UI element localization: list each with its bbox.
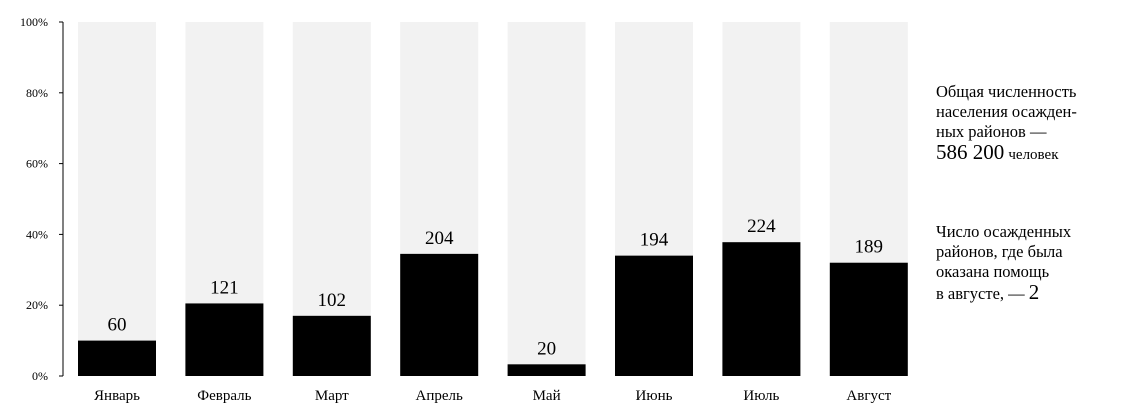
x-category-label-1: Февраль — [197, 388, 251, 404]
bar-0 — [78, 340, 156, 376]
bar-track-4 — [507, 22, 586, 376]
total-population-unit: человек — [1008, 147, 1059, 163]
bar-4 — [507, 364, 586, 376]
side-note-total-line-1: Общая численность — [936, 82, 1077, 101]
side-note-helped-districts: Число осажденных районов, где была оказа… — [936, 222, 1136, 304]
x-category-label-2: Март — [315, 388, 349, 404]
y-tick-label-3: 60% — [26, 157, 48, 171]
y-tick-label-2: 40% — [26, 227, 48, 241]
bar-3 — [400, 253, 479, 376]
bar-value-label-5: 194 — [640, 230, 669, 251]
x-category-label-3: Апрель — [416, 388, 464, 404]
y-tick-label-1: 20% — [26, 298, 48, 312]
bar-track-0 — [78, 22, 156, 376]
side-note-total-line-2: населения осажден- — [936, 102, 1077, 121]
x-category-label-6: Июль — [743, 388, 779, 404]
bar-value-label-7: 189 — [855, 237, 884, 258]
side-note-total-line-3: ных районов — — [936, 122, 1047, 141]
bar-value-label-2: 102 — [318, 290, 347, 311]
x-category-label-4: Май — [533, 388, 561, 404]
y-tick-label-0: 0% — [32, 369, 48, 383]
side-note-helped-text: в августе, — — [936, 284, 1025, 303]
total-population-number: 586 200 — [936, 140, 1005, 164]
x-category-label-7: Август — [846, 388, 891, 404]
y-tick-label-4: 80% — [26, 86, 48, 100]
side-note-helped-line-4: в августе, — 2 — [936, 282, 1136, 304]
bar-value-label-4: 20 — [537, 338, 556, 359]
y-tick-label-5: 100% — [20, 15, 48, 29]
side-note-total-line-4: 586 200 человек — [936, 142, 1136, 165]
helped-districts-number: 2 — [1028, 280, 1040, 304]
bar-7 — [829, 262, 908, 376]
bar-value-label-1: 121 — [210, 277, 239, 298]
bar-2 — [292, 315, 371, 376]
x-category-label-5: Июнь — [636, 388, 673, 404]
bar-value-label-0: 60 — [108, 315, 127, 336]
side-note-helped-line-1: Число осажденных — [936, 222, 1072, 241]
x-category-label-0: Январь — [94, 388, 140, 404]
bar-chart: 0% 20% 40% 60% 80% 100% 60 Январь 121 Февраль 102 М… — [20, 15, 908, 404]
bar-value-label-6: 224 — [747, 216, 776, 237]
side-note-total-population: Общая численность населения осажден- ных… — [936, 82, 1136, 165]
bar-1 — [185, 303, 264, 376]
bar-5 — [615, 255, 693, 376]
bar-value-label-3: 204 — [425, 228, 454, 249]
side-note-helped-line-2: районов, где была — [936, 242, 1063, 261]
side-note-helped-line-3: оказана помощь — [936, 262, 1050, 281]
bar-6 — [722, 242, 801, 376]
